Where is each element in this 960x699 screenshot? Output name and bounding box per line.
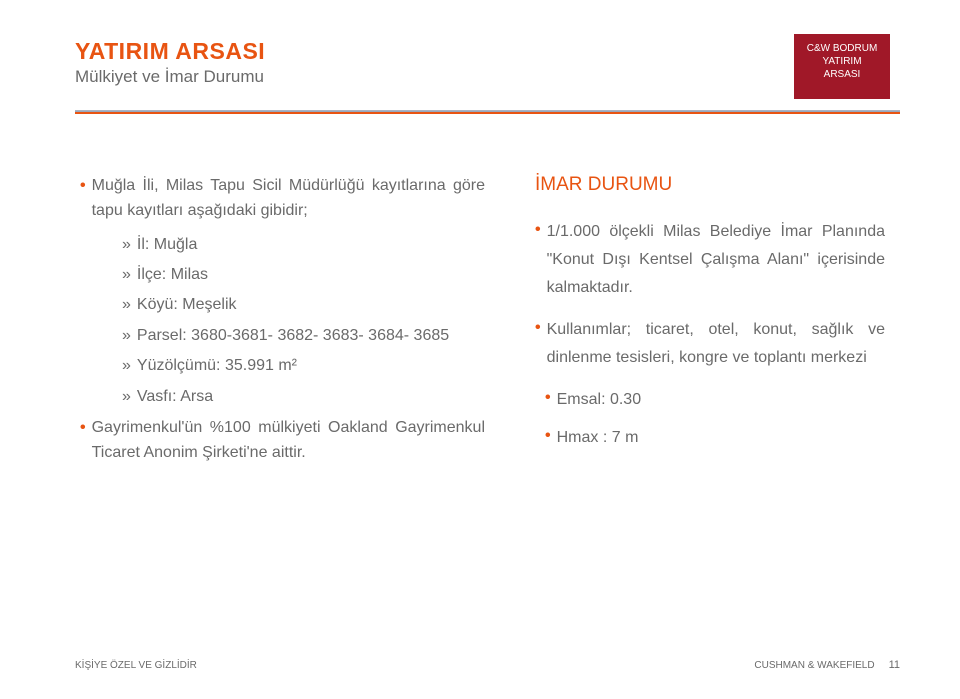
hmax-bullet: • Hmax : 7 m <box>535 424 885 452</box>
chevron-icon: » <box>122 382 131 412</box>
title-block: YATIRIM ARSASI Mülkiyet ve İmar Durumu <box>75 38 265 87</box>
footer: KİŞİYE ÖZEL VE GİZLİDİR CUSHMAN & WAKEFI… <box>75 659 900 671</box>
item-text: Köyü: Meşelik <box>137 290 237 320</box>
emsal-bullet: • Emsal: 0.30 <box>535 386 885 414</box>
chevron-icon: » <box>122 290 131 320</box>
list-item: »Yüzölçümü: 35.991 m² <box>122 351 485 381</box>
item-text: Vasfı: Arsa <box>137 382 213 412</box>
usage-text: Kullanımlar; ticaret, otel, konut, sağlı… <box>547 316 885 372</box>
badge-line1: C&W BODRUM <box>804 42 880 55</box>
zoning-bullet: • 1/1.000 ölçekli Milas Belediye İmar Pl… <box>535 218 885 302</box>
footer-brand: CUSHMAN & WAKEFIELD <box>754 660 874 671</box>
list-item: »Parsel: 3680-3681- 3682- 3683- 3684- 36… <box>122 321 485 351</box>
ownership-bullet: • Gayrimenkul'ün %100 mülkiyeti Oakland … <box>80 416 485 466</box>
list-item: »Köyü: Meşelik <box>122 290 485 320</box>
list-item: »İlçe: Milas <box>122 260 485 290</box>
list-item: »İl: Muğla <box>122 230 485 260</box>
bullet-icon: • <box>80 416 86 441</box>
intro-bullet: • Muğla İli, Milas Tapu Sicil Müdürlüğü … <box>80 174 485 224</box>
page-subtitle: Mülkiyet ve İmar Durumu <box>75 67 265 87</box>
chevron-icon: » <box>122 351 131 381</box>
bullet-icon: • <box>535 316 541 341</box>
page-number: 11 <box>889 659 900 671</box>
chevron-icon: » <box>122 260 131 290</box>
right-column: İMAR DURUMU • 1/1.000 ölçekli Milas Bele… <box>535 174 885 466</box>
emsal-text: Emsal: 0.30 <box>557 386 641 414</box>
content-area: • Muğla İli, Milas Tapu Sicil Müdürlüğü … <box>0 114 960 466</box>
zoning-text: 1/1.000 ölçekli Milas Belediye İmar Plan… <box>547 218 885 302</box>
list-item: »Vasfı: Arsa <box>122 382 485 412</box>
left-column: • Muğla İli, Milas Tapu Sicil Müdürlüğü … <box>80 174 485 466</box>
bullet-icon: • <box>545 386 551 411</box>
footer-confidential: KİŞİYE ÖZEL VE GİZLİDİR <box>75 660 197 671</box>
usage-bullet: • Kullanımlar; ticaret, otel, konut, sağ… <box>535 316 885 372</box>
header-rule <box>75 111 900 114</box>
footer-right: CUSHMAN & WAKEFIELD 11 <box>754 659 900 671</box>
item-text: İl: Muğla <box>137 230 197 260</box>
detail-list: »İl: Muğla »İlçe: Milas »Köyü: Meşelik »… <box>80 230 485 412</box>
header: YATIRIM ARSASI Mülkiyet ve İmar Durumu C… <box>0 0 960 99</box>
item-text: Parsel: 3680-3681- 3682- 3683- 3684- 368… <box>137 321 449 351</box>
item-text: Yüzölçümü: 35.991 m² <box>137 351 297 381</box>
intro-text: Muğla İli, Milas Tapu Sicil Müdürlüğü ka… <box>92 174 485 224</box>
bullet-icon: • <box>535 218 541 243</box>
chevron-icon: » <box>122 321 131 351</box>
page-title: YATIRIM ARSASI <box>75 38 265 65</box>
bullet-icon: • <box>545 424 551 449</box>
item-text: İlçe: Milas <box>137 260 208 290</box>
bullet-icon: • <box>80 174 86 199</box>
hmax-text: Hmax : 7 m <box>557 424 639 452</box>
chevron-icon: » <box>122 230 131 260</box>
badge-line2: YATIRIM ARSASI <box>804 55 880 81</box>
brand-badge: C&W BODRUM YATIRIM ARSASI <box>794 34 890 99</box>
section-heading: İMAR DURUMU <box>535 174 885 196</box>
ownership-text: Gayrimenkul'ün %100 mülkiyeti Oakland Ga… <box>92 416 485 466</box>
